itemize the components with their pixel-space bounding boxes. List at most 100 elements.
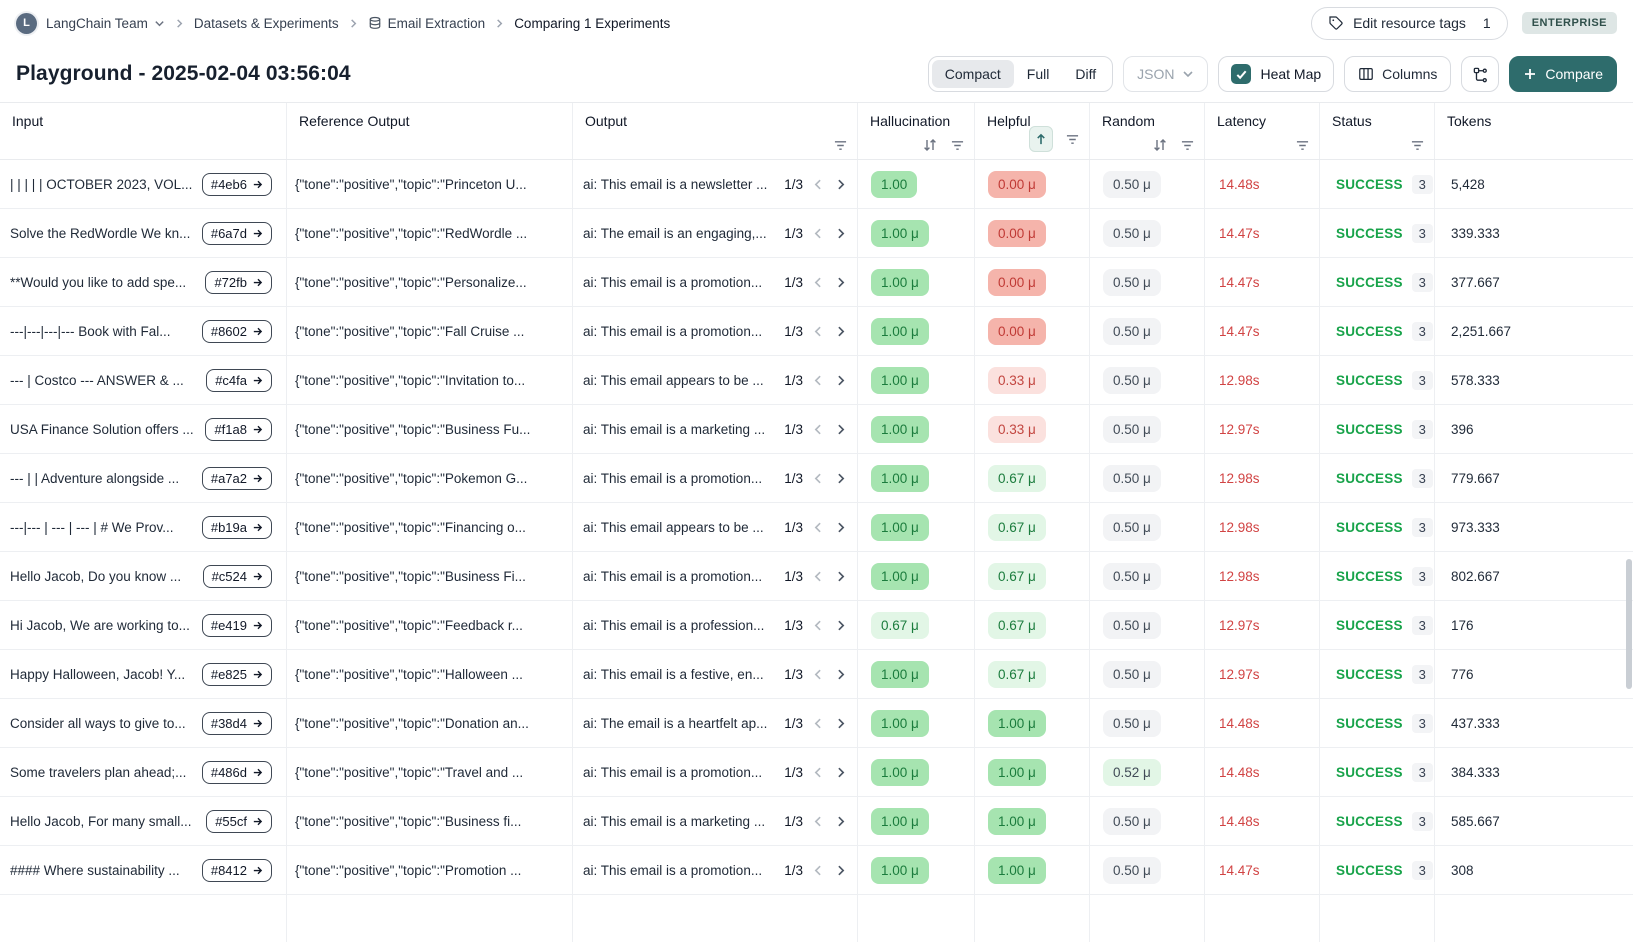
pager-prev-icon[interactable] [812, 668, 825, 681]
checkbox-checked-icon[interactable] [1231, 64, 1252, 84]
output-cell[interactable]: ai: This email is a promotion... 1/3 [573, 454, 858, 502]
helpful-cell[interactable]: 0.00 μ [975, 160, 1090, 208]
pager-prev-icon[interactable] [812, 423, 825, 436]
example-id-link[interactable]: #6a7d [201, 221, 272, 245]
table-row[interactable]: | | | | | OCTOBER 2023, VOL... #4eb6 {"t… [0, 160, 1633, 209]
example-id-link[interactable]: #4eb6 [201, 172, 272, 196]
pager-next-icon[interactable] [834, 864, 847, 877]
helpful-cell[interactable]: 0.33 μ [975, 405, 1090, 453]
table-row[interactable]: Some travelers plan ahead;... #486d {"to… [0, 748, 1633, 797]
columns-button[interactable]: Columns [1344, 56, 1452, 92]
pager-prev-icon[interactable] [812, 374, 825, 387]
pager-prev-icon[interactable] [812, 864, 825, 877]
helpful-cell[interactable]: 0.33 μ [975, 356, 1090, 404]
output-cell[interactable]: ai: This email is a promotion... 1/3 [573, 258, 858, 306]
breadcrumb-datasets[interactable]: Datasets & Experiments [193, 15, 339, 31]
input-cell[interactable]: Happy Halloween, Jacob! Y... #e825 [0, 650, 287, 698]
latency-cell[interactable]: 12.97s [1205, 601, 1320, 649]
example-id-link[interactable]: #e419 [201, 613, 272, 637]
latency-cell[interactable]: 14.47s [1205, 307, 1320, 355]
tokens-cell[interactable]: 578.333 [1435, 356, 1633, 404]
output-cell[interactable]: ai: The email is an engaging,... 1/3 [573, 209, 858, 257]
random-cell[interactable]: 0.50 μ [1090, 846, 1205, 894]
input-cell[interactable]: Hello Jacob, For many small... #55cf [0, 797, 287, 845]
tokens-cell[interactable]: 2,251.667 [1435, 307, 1633, 355]
example-id-link[interactable]: #f1a8 [205, 417, 272, 441]
tokens-cell[interactable]: 308 [1435, 846, 1633, 894]
tokens-cell[interactable]: 339.333 [1435, 209, 1633, 257]
hallucination-cell[interactable]: 1.00 μ [858, 307, 975, 355]
pager-next-icon[interactable] [834, 276, 847, 289]
reference-output-cell[interactable]: {"tone":"positive","topic":"RedWordle ..… [287, 209, 573, 257]
latency-cell[interactable]: 12.98s [1205, 454, 1320, 502]
reference-output-cell[interactable]: {"tone":"positive","topic":"Business fi.… [287, 797, 573, 845]
status-cell[interactable]: SUCCESS 3 [1320, 160, 1435, 208]
output-cell[interactable]: ai: This email is a newsletter ... 1/3 [573, 160, 858, 208]
table-row[interactable]: #### Where sustainability ... #8412 {"to… [0, 846, 1633, 895]
input-cell[interactable]: ---|---|---|--- Book with Fal... #8602 [0, 307, 287, 355]
tree-view-button[interactable] [1461, 56, 1500, 92]
input-cell[interactable]: Solve the RedWordle We kn... #6a7d [0, 209, 287, 257]
status-cell[interactable]: SUCCESS 3 [1320, 258, 1435, 306]
tokens-cell[interactable]: 176 [1435, 601, 1633, 649]
pager-prev-icon[interactable] [812, 570, 825, 583]
random-cell[interactable]: 0.50 μ [1090, 307, 1205, 355]
tokens-cell[interactable]: 437.333 [1435, 699, 1633, 747]
hallucination-cell[interactable]: 0.67 μ [858, 601, 975, 649]
helpful-cell[interactable]: 0.00 μ [975, 209, 1090, 257]
output-cell[interactable]: ai: This email appears to be ... 1/3 [573, 356, 858, 404]
helpful-cell[interactable]: 0.00 μ [975, 307, 1090, 355]
pager-next-icon[interactable] [834, 766, 847, 779]
pager-next-icon[interactable] [834, 815, 847, 828]
random-cell[interactable]: 0.50 μ [1090, 797, 1205, 845]
hallucination-cell[interactable]: 1.00 μ [858, 209, 975, 257]
tokens-cell[interactable]: 377.667 [1435, 258, 1633, 306]
status-cell[interactable]: SUCCESS 3 [1320, 552, 1435, 600]
reference-output-cell[interactable]: {"tone":"positive","topic":"Invitation t… [287, 356, 573, 404]
input-cell[interactable]: USA Finance Solution offers ... #f1a8 [0, 405, 287, 453]
pager-next-icon[interactable] [834, 227, 847, 240]
hallucination-cell[interactable]: 1.00 μ [858, 454, 975, 502]
hallucination-cell[interactable]: 1.00 μ [858, 650, 975, 698]
hallucination-cell[interactable]: 1.00 μ [858, 356, 975, 404]
helpful-cell[interactable]: 1.00 μ [975, 748, 1090, 796]
input-cell[interactable]: Hi Jacob, We are working to... #e419 [0, 601, 287, 649]
helpful-cell[interactable]: 0.67 μ [975, 650, 1090, 698]
pager-next-icon[interactable] [834, 668, 847, 681]
filter-icon[interactable] [1180, 139, 1195, 152]
sort-icon[interactable] [1152, 138, 1168, 152]
pager-prev-icon[interactable] [812, 325, 825, 338]
status-cell[interactable]: SUCCESS 3 [1320, 748, 1435, 796]
input-cell[interactable]: --- | Costco --- ANSWER & ... #c4fa [0, 356, 287, 404]
output-cell[interactable]: ai: This email is a promotion... 1/3 [573, 552, 858, 600]
example-id-link[interactable]: #38d4 [201, 711, 272, 735]
tokens-cell[interactable]: 384.333 [1435, 748, 1633, 796]
filter-icon[interactable] [833, 139, 848, 152]
filter-icon[interactable] [950, 139, 965, 152]
pager-next-icon[interactable] [834, 374, 847, 387]
latency-cell[interactable]: 14.48s [1205, 160, 1320, 208]
helpful-cell[interactable]: 0.67 μ [975, 503, 1090, 551]
pager-next-icon[interactable] [834, 570, 847, 583]
pager-next-icon[interactable] [834, 717, 847, 730]
status-cell[interactable]: SUCCESS 3 [1320, 503, 1435, 551]
pager-prev-icon[interactable] [812, 276, 825, 289]
reference-output-cell[interactable]: {"tone":"positive","topic":"Feedback r..… [287, 601, 573, 649]
input-cell[interactable]: Some travelers plan ahead;... #486d [0, 748, 287, 796]
example-id-link[interactable]: #a7a2 [201, 466, 272, 490]
pager-next-icon[interactable] [834, 472, 847, 485]
table-row-partial[interactable] [0, 895, 1633, 942]
reference-output-cell[interactable]: {"tone":"positive","topic":"Personalize.… [287, 258, 573, 306]
helpful-cell[interactable]: 0.67 μ [975, 454, 1090, 502]
reference-output-cell[interactable]: {"tone":"positive","topic":"Travel and .… [287, 748, 573, 796]
reference-output-cell[interactable]: {"tone":"positive","topic":"Fall Cruise … [287, 307, 573, 355]
reference-output-cell[interactable]: {"tone":"positive","topic":"Business Fu.… [287, 405, 573, 453]
tokens-cell[interactable]: 585.667 [1435, 797, 1633, 845]
status-cell[interactable]: SUCCESS 3 [1320, 699, 1435, 747]
hallucination-cell[interactable]: 1.00 μ [858, 552, 975, 600]
helpful-cell[interactable]: 1.00 μ [975, 797, 1090, 845]
latency-cell[interactable]: 12.97s [1205, 650, 1320, 698]
sort-icon[interactable] [922, 138, 938, 152]
hallucination-cell[interactable]: 1.00 μ [858, 797, 975, 845]
pager-prev-icon[interactable] [812, 766, 825, 779]
